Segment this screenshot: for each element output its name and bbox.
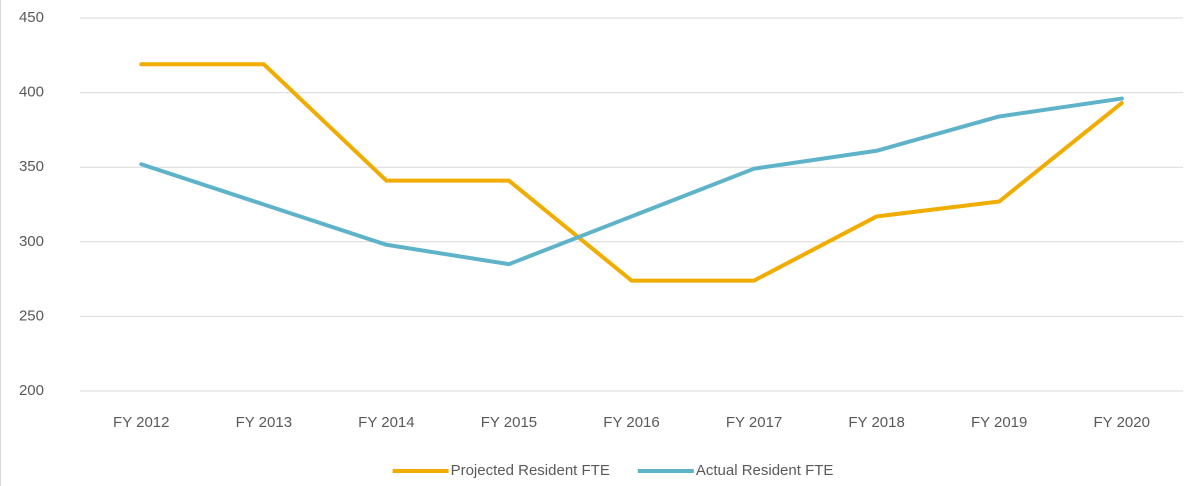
y-tick-label: 400 — [19, 84, 44, 101]
x-tick-label: FY 2013 — [236, 414, 292, 431]
legend-label: Projected Resident FTE — [451, 462, 610, 479]
x-tick-label: FY 2014 — [358, 414, 414, 431]
x-tick-label: FY 2019 — [971, 414, 1027, 431]
legend-label: Actual Resident FTE — [696, 462, 834, 479]
y-tick-label: 450 — [19, 9, 44, 26]
x-tick-label: FY 2020 — [1094, 414, 1150, 431]
y-tick-label: 200 — [19, 382, 44, 399]
x-tick-label: FY 2012 — [113, 414, 169, 431]
y-tick-label: 300 — [19, 233, 44, 250]
x-tick-label: FY 2018 — [848, 414, 904, 431]
x-tick-label: FY 2015 — [481, 414, 537, 431]
x-tick-label: FY 2017 — [726, 414, 782, 431]
y-tick-label: 350 — [19, 158, 44, 175]
y-tick-label: 250 — [19, 307, 44, 324]
series-line — [139, 62, 1124, 283]
series-line — [139, 96, 1124, 267]
x-tick-label: FY 2016 — [603, 414, 659, 431]
